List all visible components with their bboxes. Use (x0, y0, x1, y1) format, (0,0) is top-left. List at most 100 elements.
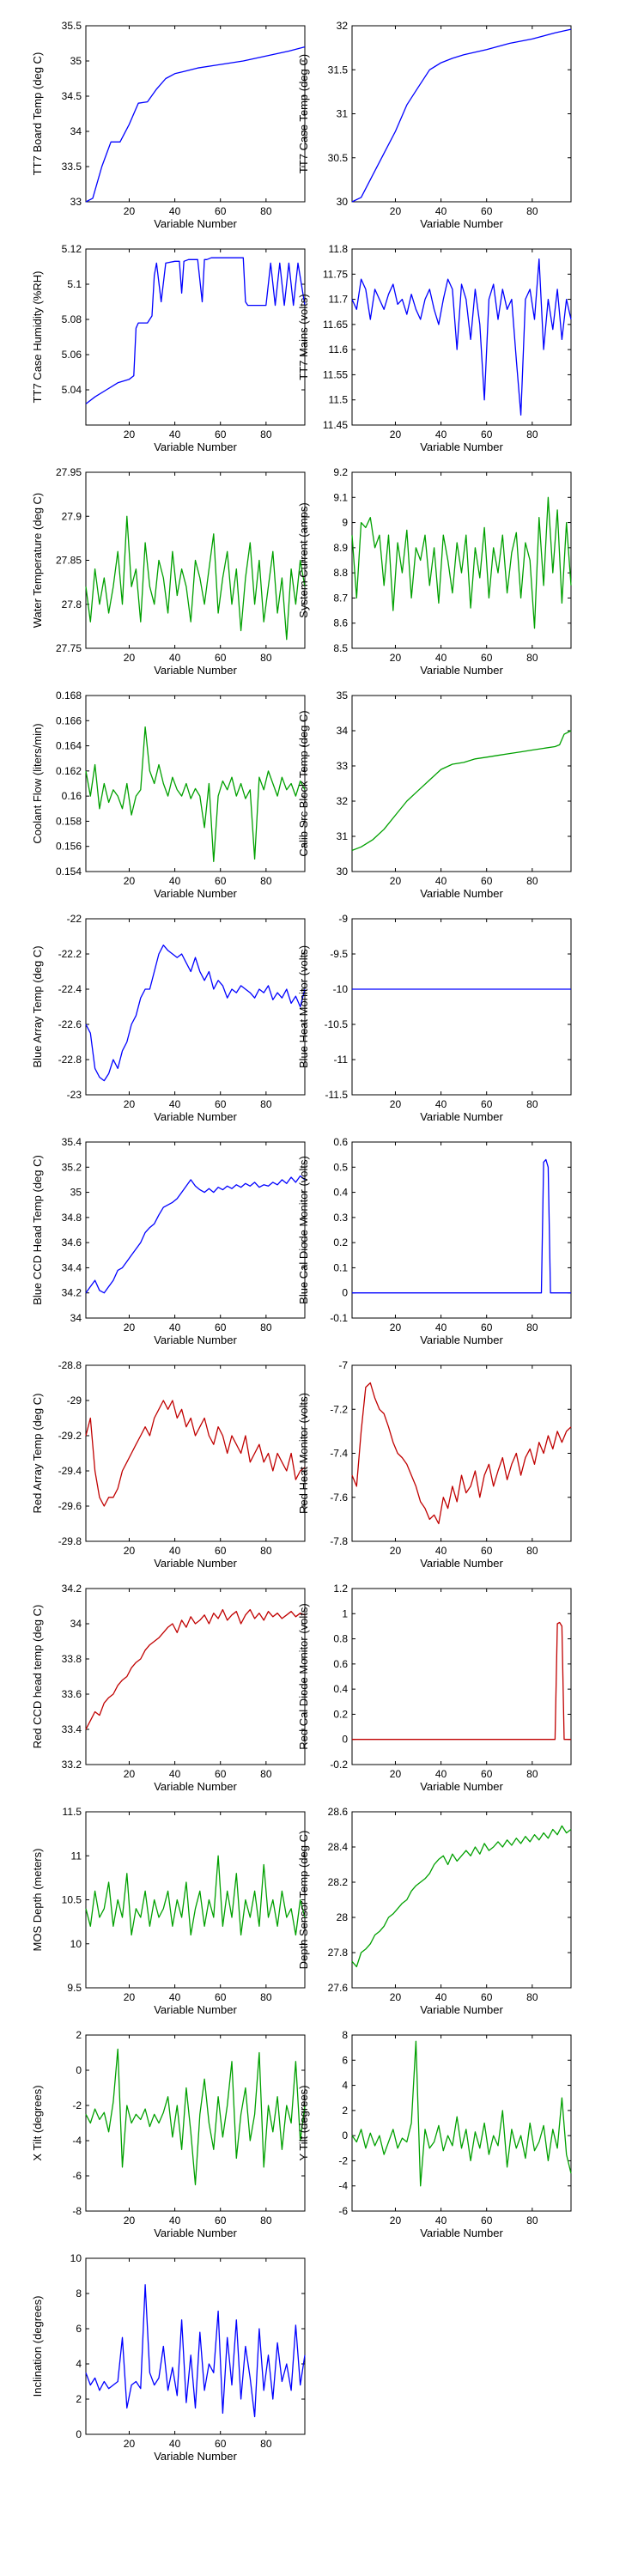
x-tick-label: 40 (169, 1768, 181, 1780)
chart-2: 20 40 60 80 30 30.5 31 31.5 32 Variable Number TT7… (297, 20, 572, 230)
y-tick-label: -7.6 (330, 1492, 348, 1504)
y-axis-label: MOS Depth (meters) (31, 1849, 44, 1952)
x-axis-label: Variable Number (154, 2450, 237, 2463)
y-tick-label: 5.04 (62, 384, 82, 396)
y-tick-label: 34.2 (62, 1287, 82, 1299)
y-tick-label: 1.2 (333, 1583, 348, 1595)
y-tick-label: -9.5 (330, 948, 348, 960)
x-tick-label: 60 (215, 1545, 227, 1557)
x-tick-label: 80 (526, 2215, 538, 2227)
y-axis-label: Blue Cal Diode Monitor (volts) (297, 1156, 310, 1304)
y-tick-label: -22.4 (58, 983, 82, 995)
y-tick-label: -29 (67, 1394, 82, 1406)
y-tick-label: 0.154 (56, 866, 82, 878)
x-tick-label: 80 (260, 1321, 272, 1334)
y-tick-label: 11.65 (323, 319, 348, 331)
x-axis-label: Variable Number (154, 2003, 237, 2016)
x-tick-label: 20 (124, 205, 136, 217)
x-tick-label: 20 (124, 2438, 136, 2450)
y-tick-label: 0 (342, 1287, 348, 1299)
x-tick-label: 80 (526, 1098, 538, 1110)
x-tick-label: 20 (390, 1991, 402, 2003)
x-tick-label: 20 (390, 1545, 402, 1557)
series-line (351, 1382, 572, 1525)
series-line (85, 945, 306, 1082)
y-tick-label: -28.8 (58, 1359, 82, 1371)
y-tick-label: 0 (342, 1734, 348, 1746)
x-tick-label: 40 (435, 1991, 447, 2003)
chart-15: 20 40 60 80 33.2 33.4 33.6 33.8 34 34.2 Variable N… (31, 1583, 306, 1793)
x-tick-label: 80 (260, 1768, 272, 1780)
y-tick-label: 35 (70, 1187, 82, 1199)
y-tick-label: 30.5 (328, 152, 349, 164)
y-tick-label: 0.1 (333, 1261, 348, 1273)
y-tick-label: -0.1 (330, 1312, 348, 1324)
y-tick-label: 2 (76, 2393, 82, 2405)
y-tick-label: 11.6 (329, 343, 349, 355)
chart-18: 20 40 60 80 27.6 27.8 28 28.2 28.4 28.6 Variable N… (297, 1806, 572, 2016)
x-tick-label: 80 (526, 1321, 538, 1334)
series-line (85, 1400, 306, 1507)
y-axis-label: Inclination (degrees) (31, 2296, 44, 2397)
y-tick-label: 27.75 (56, 642, 82, 654)
y-tick-label: 34.4 (62, 1261, 82, 1273)
y-tick-label: 34.5 (62, 90, 82, 102)
y-tick-label: 28 (337, 1911, 349, 1923)
y-tick-label: 27.8 (328, 1947, 349, 1959)
y-tick-label: -7.2 (330, 1403, 348, 1415)
x-tick-label: 60 (215, 2438, 227, 2450)
x-axis-label: Variable Number (420, 440, 503, 453)
y-tick-label: 8 (342, 2029, 348, 2041)
y-tick-label: -29.2 (58, 1430, 82, 1442)
x-tick-label: 80 (260, 652, 272, 664)
y-tick-label: 0.6 (333, 1136, 348, 1148)
y-tick-label: 11.7 (329, 294, 349, 306)
y-axis-label: Red Array Temp (deg C) (31, 1394, 44, 1514)
y-tick-label: 28.6 (328, 1806, 349, 1818)
y-tick-label: 0.4 (333, 1683, 348, 1695)
x-tick-label: 20 (390, 652, 402, 664)
x-tick-label: 80 (526, 875, 538, 887)
y-tick-label: -9 (338, 913, 348, 925)
plot-frame (351, 1588, 572, 1765)
x-tick-label: 80 (526, 428, 538, 440)
x-axis-label: Variable Number (420, 887, 503, 900)
x-tick-label: 20 (124, 2215, 136, 2227)
x-tick-label: 40 (435, 1098, 447, 1110)
x-tick-label: 60 (215, 652, 227, 664)
y-tick-label: 33.4 (62, 1723, 82, 1735)
plot-frame (351, 1141, 572, 1319)
x-tick-label: 60 (215, 2215, 227, 2227)
x-tick-label: 60 (215, 428, 227, 440)
y-tick-label: -22.6 (58, 1018, 82, 1030)
plot-frame (351, 1364, 572, 1542)
y-tick-label: 30 (337, 866, 349, 878)
x-tick-label: 20 (390, 1321, 402, 1334)
plot-frame (85, 918, 306, 1096)
y-axis-label: Red Heat Monitor (volts) (297, 1393, 310, 1514)
y-tick-label: 33 (337, 760, 349, 772)
x-tick-label: 60 (481, 2215, 493, 2227)
y-tick-label: 0.6 (333, 1658, 348, 1670)
y-axis-label: Blue Array Temp (deg C) (31, 945, 44, 1067)
chart-6: 20 40 60 80 8.5 8.6 8.7 8.8 8.9 9 9.1 9.2 Variable N… (297, 466, 572, 677)
y-tick-label: 34.8 (62, 1212, 82, 1224)
y-tick-label: 34 (337, 725, 349, 737)
x-axis-label: Variable Number (420, 1780, 503, 1793)
y-axis-label: Blue Heat Monitor (volts) (297, 945, 310, 1068)
y-tick-label: -7.4 (330, 1448, 348, 1460)
chart-14: 20 40 60 80 -7.8 -7.6 -7.4 -7.2 -7 Variable Numbe… (297, 1359, 572, 1570)
x-tick-label: 40 (169, 875, 181, 887)
y-tick-label: 33.8 (62, 1653, 82, 1665)
y-tick-label: 11.5 (329, 394, 349, 406)
x-axis-label: Variable Number (154, 1780, 237, 1793)
chart-4: 20 40 60 80 11.45 11.5 11.55 11.6 11.65 11.7 11.75… (297, 243, 572, 453)
y-tick-label: -29.4 (58, 1465, 82, 1477)
y-tick-label: 33 (70, 196, 82, 208)
series-line (85, 1855, 306, 1936)
x-tick-label: 20 (390, 428, 402, 440)
y-axis-label: Red CCD head temp (deg C) (31, 1605, 44, 1749)
y-tick-label: 11.75 (323, 268, 348, 280)
series-line (85, 2048, 306, 2185)
x-tick-label: 40 (435, 1768, 447, 1780)
